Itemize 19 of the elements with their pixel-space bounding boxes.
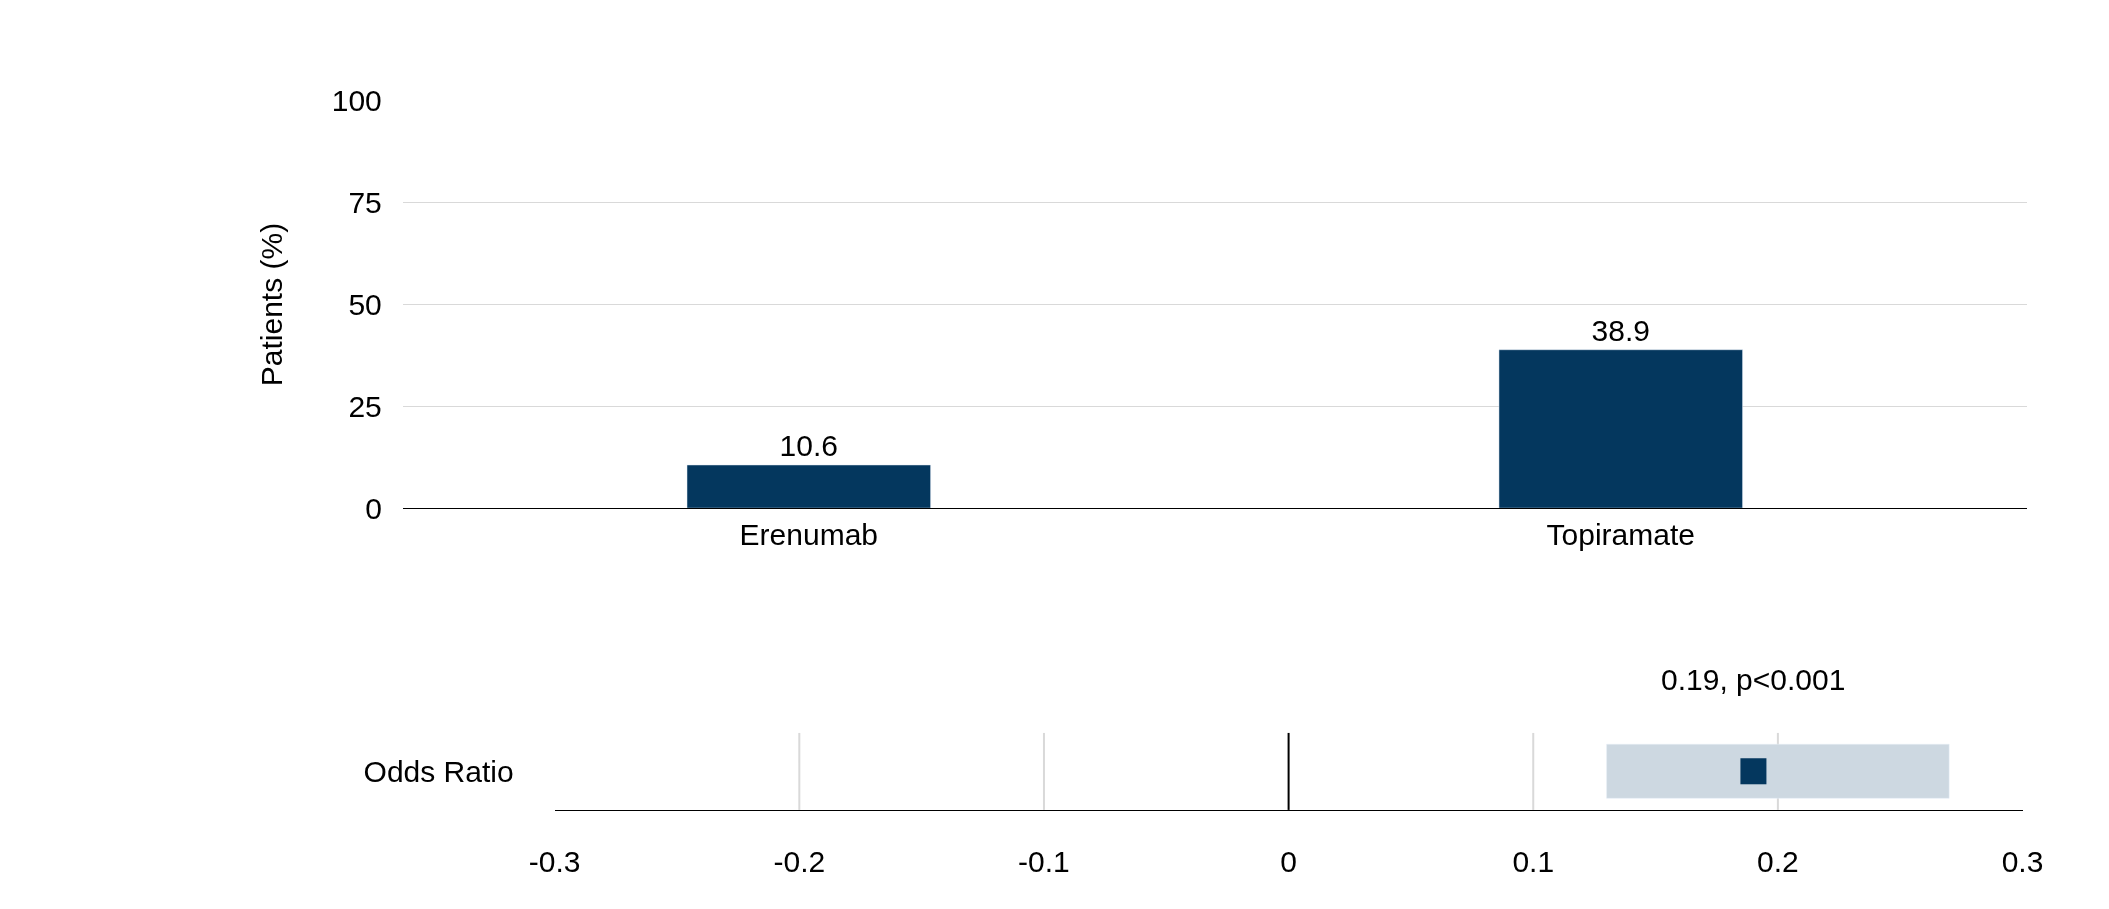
x-tick-label: 0.3	[2001, 844, 2044, 878]
x-tick-label: Topiramate	[1546, 518, 1695, 552]
x-tick-label: Erenumab	[739, 518, 879, 552]
x-tick-label: 0	[1280, 844, 1297, 878]
y-tick-label: 75	[348, 186, 382, 220]
y-axis-title: Patients (%)	[254, 222, 288, 387]
x-tick-label: -0.3	[528, 844, 581, 878]
y-tick-label: Odds Ratio	[363, 754, 514, 788]
annotation: 0.19, p<0.001	[1661, 663, 1846, 696]
x-tick-label: -0.2	[773, 844, 826, 878]
x-tick-label: 0.1	[1512, 844, 1555, 878]
y-tick-label: 25	[348, 389, 382, 423]
y-tick-label: 0	[365, 491, 382, 525]
x-tick-label: 0.2	[1757, 844, 1799, 878]
y-tick-label: 50	[348, 288, 382, 322]
y-tick-label: 100	[331, 84, 382, 118]
x-tick-label: -0.1	[1018, 844, 1070, 878]
data-label: 10.6	[779, 428, 838, 462]
data-label: 38.9	[1591, 313, 1650, 347]
